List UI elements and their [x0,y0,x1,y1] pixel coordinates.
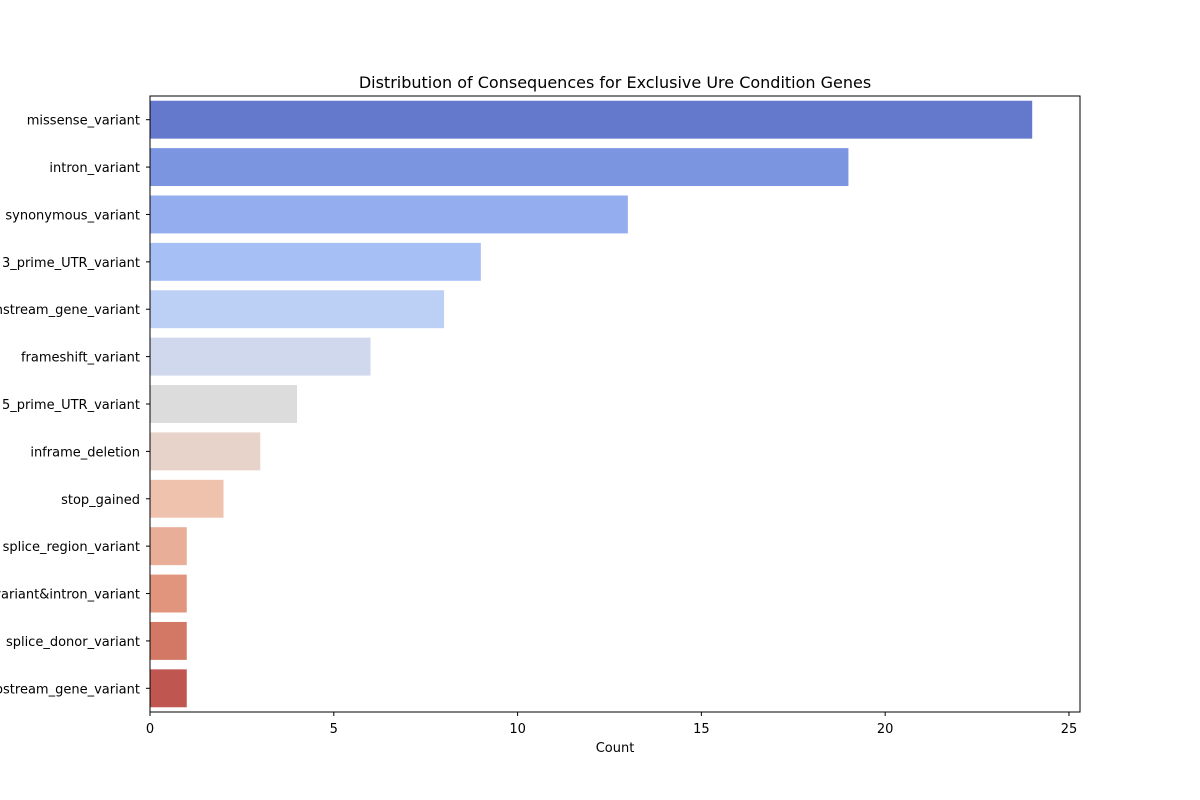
y-tick-label: splice_region_variant&intron_variant [0,588,140,603]
x-axis: 0 5 10 15 20 25 [146,712,1077,737]
chart-title: Distribution of Consequences for Exclusi… [359,73,871,92]
bar [150,290,445,329]
bar [150,574,187,613]
y-tick-label: upstream_gene_variant [0,682,140,697]
x-axis-label: Count [596,741,635,756]
y-tick-labels: missense_variant intron_variant synonymous… [0,114,150,697]
x-tick-label: 15 [693,722,710,737]
x-tick-label: 10 [509,722,526,737]
y-tick-label: inframe_deletion [30,445,140,460]
bar [150,337,371,376]
plot-frame [149,95,1081,713]
bar [150,100,1033,139]
y-tick-label: splice_region_variant [3,540,140,555]
y-tick-label: downstream_gene_variant [0,303,140,318]
y-tick-label: 3_prime_UTR_variant [2,256,140,271]
bar [150,621,187,660]
bar [150,527,187,566]
x-tick-label: 25 [1061,722,1078,737]
y-tick-label: frameshift_variant [21,351,140,366]
y-tick-label: synonymous_variant [5,208,140,223]
x-tick-label: 20 [877,722,894,737]
bar [150,148,849,187]
y-tick-label: splice_donor_variant [6,635,140,650]
x-tick-label: 5 [330,722,338,737]
x-tick-label: 0 [146,722,154,737]
y-tick-label: stop_gained [61,493,140,508]
bar [150,432,261,471]
bar [150,385,298,423]
y-tick-label: 5_prime_UTR_variant [2,398,140,413]
y-tick-label: missense_variant [27,114,140,129]
bar [150,669,187,708]
bar [150,195,628,234]
y-tick-label: intron_variant [49,161,140,176]
bar [150,479,224,518]
bars-layer [150,100,1033,708]
bar [150,242,481,281]
